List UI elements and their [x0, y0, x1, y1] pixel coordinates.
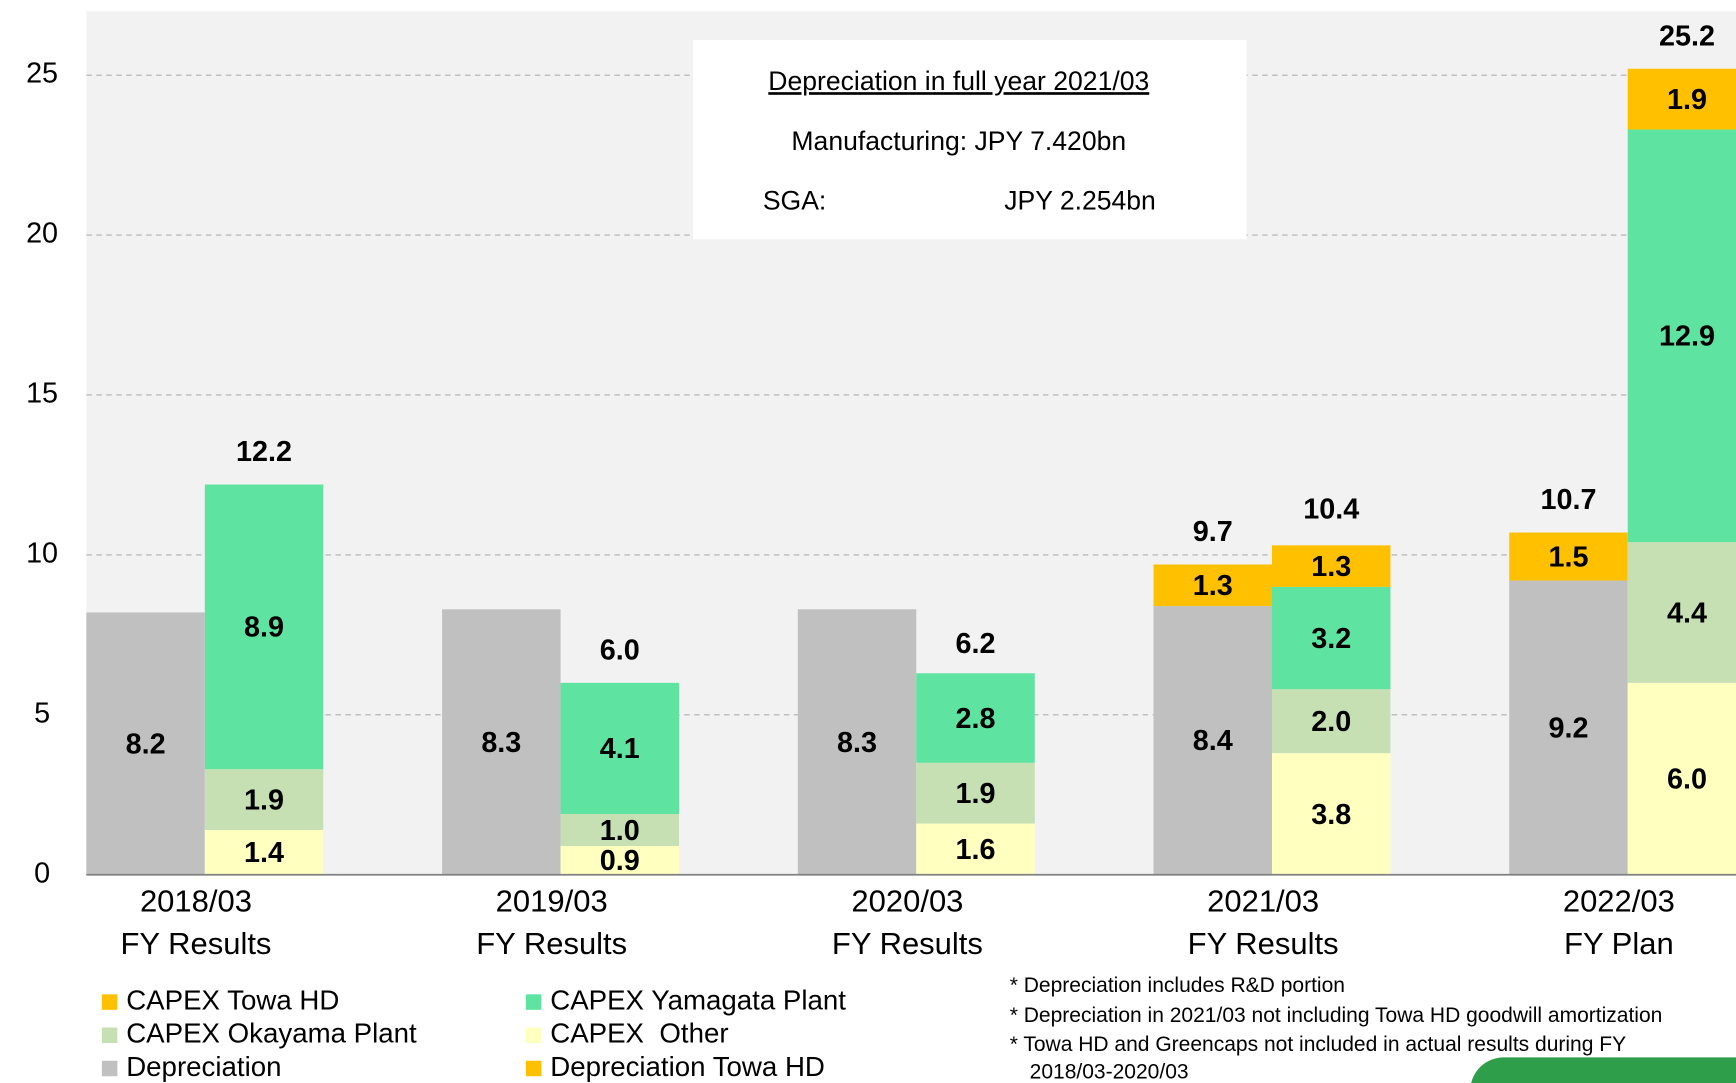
- data-label: 0.9: [600, 845, 640, 877]
- bar-segment: [1627, 542, 1736, 683]
- total-label: 10.4: [1303, 494, 1359, 526]
- x-tick-label: FY Results: [120, 926, 271, 961]
- bar-segment: [797, 609, 917, 875]
- legend-swatch: [525, 1060, 542, 1077]
- y-tick-label: 20: [26, 218, 58, 250]
- footnote: 2018/03-2020/03: [1030, 1060, 1189, 1083]
- footnote: * Depreciation includes R&D portion: [1010, 974, 1345, 997]
- data-label: 1.9: [956, 778, 996, 810]
- bar-segment: [1509, 532, 1628, 581]
- data-label: 2.8: [956, 703, 996, 735]
- legend-label: CAPEX Yamagata Plant: [550, 984, 846, 1015]
- annotation-title: Depreciation in full year 2021/03: [768, 66, 1149, 96]
- y-tick-label: 5: [34, 697, 50, 729]
- legend-swatch: [101, 994, 118, 1010]
- data-label: 1.4: [244, 837, 284, 869]
- data-label: 3.8: [1311, 799, 1351, 831]
- data-label: 1.3: [1311, 551, 1351, 583]
- bar-segment: [916, 762, 1035, 824]
- bar-segment: [1627, 682, 1736, 875]
- x-tick-label: FY Results: [1188, 926, 1339, 961]
- y-tick-label: 15: [26, 378, 58, 410]
- legend-label: CAPEX Towa HD: [126, 984, 339, 1015]
- bar-segment: [916, 823, 1035, 875]
- decor-button: [1471, 1057, 1736, 1083]
- bar-segment: [1153, 564, 1272, 607]
- total-label: 25.2: [1659, 20, 1715, 52]
- x-tick-label: 2021/03: [1207, 884, 1319, 919]
- legend-swatch: [525, 1027, 542, 1044]
- legend-swatch: [525, 994, 542, 1010]
- bar-segment: [1509, 580, 1628, 875]
- data-label: 2.0: [1311, 706, 1351, 738]
- annotation-box: [693, 39, 1247, 240]
- data-label: 8.4: [1193, 725, 1233, 757]
- data-label: 4.4: [1667, 597, 1707, 629]
- bar-segment: [204, 484, 324, 770]
- legend-swatch: [101, 1027, 118, 1044]
- x-tick-label: FY Plan: [1564, 926, 1674, 961]
- bar-segment: [1153, 606, 1272, 875]
- bar-segment: [1271, 586, 1391, 690]
- data-label: 8.2: [126, 728, 166, 760]
- bar-segment: [1271, 753, 1391, 875]
- data-label: 3.2: [1311, 623, 1351, 655]
- data-label: 1.9: [244, 784, 284, 816]
- y-tick-label: 0: [34, 857, 50, 889]
- data-label: 8.9: [244, 612, 284, 644]
- data-label: 1.0: [600, 815, 640, 847]
- total-label: 10.7: [1540, 484, 1596, 516]
- total-label: 9.7: [1193, 516, 1233, 548]
- annotation-line: Manufacturing: JPY 7.420bn: [791, 126, 1126, 156]
- total-label: 12.2: [236, 436, 292, 468]
- data-label: 1.6: [956, 834, 996, 866]
- bar-segment: [560, 682, 680, 814]
- bar-segment: [1271, 689, 1391, 754]
- legend-label: Depreciation Towa HD: [550, 1051, 825, 1082]
- data-label: 1.3: [1193, 570, 1233, 602]
- x-tick-label: FY Results: [832, 926, 983, 961]
- annotation-line: SGA:: [763, 186, 826, 216]
- y-tick-label: 25: [26, 58, 58, 90]
- bar-segment: [204, 769, 324, 830]
- data-label: 12.9: [1659, 321, 1715, 353]
- x-tick-label: 2019/03: [496, 884, 608, 919]
- annotation-line: JPY 2.254bn: [1004, 186, 1156, 216]
- legend-label: CAPEX Other: [550, 1018, 728, 1049]
- footnote: * Towa HD and Greencaps not included in …: [1010, 1033, 1626, 1056]
- bar-segment: [1627, 68, 1736, 130]
- data-label: 1.9: [1667, 84, 1707, 116]
- x-tick-label: 2018/03: [140, 884, 252, 919]
- legend-label: CAPEX Okayama Plant: [126, 1018, 417, 1049]
- bar-segment: [1271, 545, 1391, 587]
- x-tick-label: FY Results: [476, 926, 627, 961]
- footnote: * Depreciation in 2021/03 not including …: [1010, 1004, 1663, 1027]
- x-tick-label: 2020/03: [851, 884, 963, 919]
- data-label: 1.5: [1548, 541, 1588, 573]
- data-label: 9.2: [1548, 712, 1588, 744]
- bar-segment: [916, 673, 1035, 763]
- legend-label: Depreciation: [126, 1051, 281, 1082]
- bar-segment: [204, 829, 324, 875]
- data-label: 6.0: [1667, 764, 1707, 796]
- data-label: 8.3: [837, 727, 877, 759]
- bar-segment: [560, 845, 680, 875]
- legend-swatch: [101, 1060, 118, 1077]
- total-label: 6.0: [600, 634, 640, 666]
- x-tick-label: 2022/03: [1563, 884, 1675, 919]
- y-tick-label: 10: [26, 538, 58, 570]
- data-label: 8.3: [481, 727, 521, 759]
- bar-segment: [442, 609, 561, 875]
- data-label: 4.1: [600, 733, 640, 765]
- bar-segment: [86, 612, 205, 875]
- bar-segment: [560, 813, 680, 846]
- total-label: 6.2: [956, 628, 996, 660]
- bar-segment: [1627, 129, 1736, 543]
